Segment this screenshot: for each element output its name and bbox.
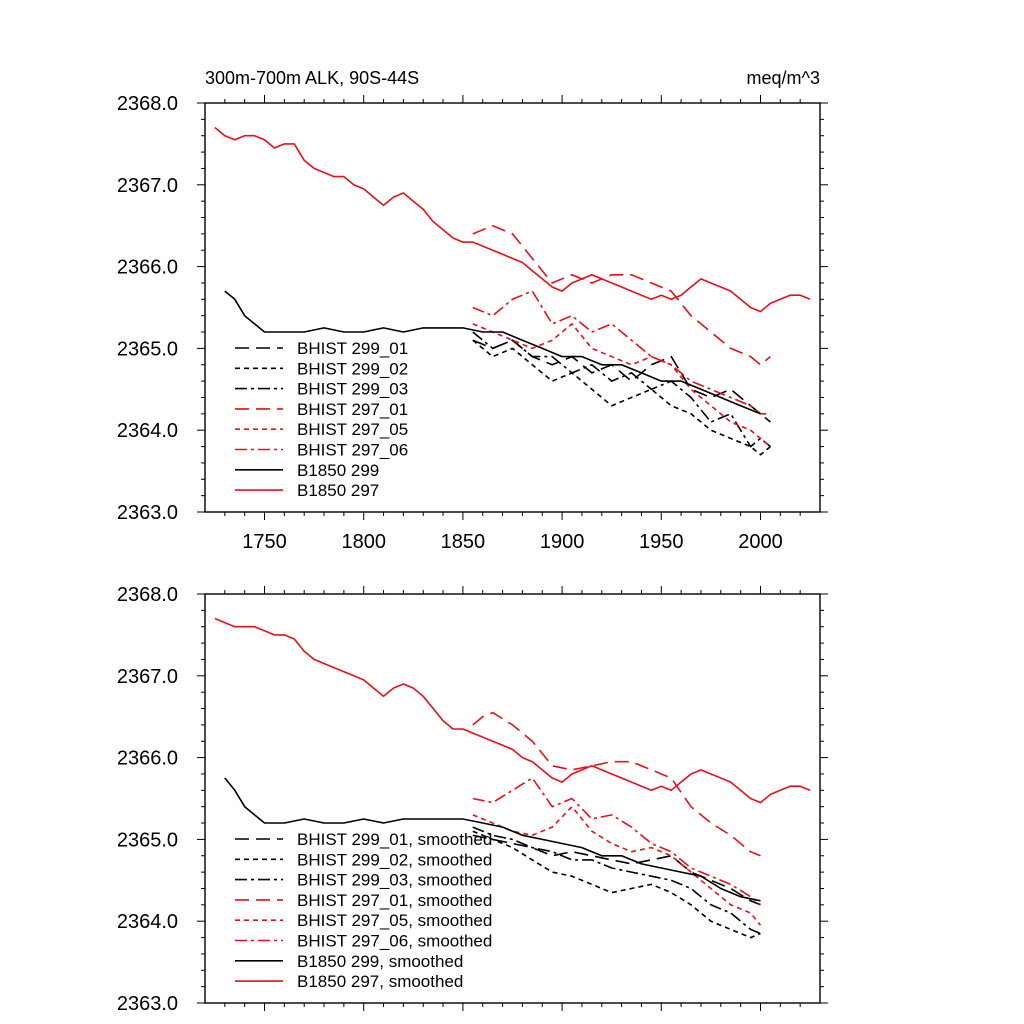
series-line-bhist-299-03	[472, 331, 771, 448]
legend-label: B1850 297	[297, 481, 379, 500]
legend-label: BHIST 299_01, smoothed	[297, 830, 492, 849]
series-line-bhist-299-01	[472, 339, 771, 423]
x-tick-label: 1900	[540, 531, 585, 553]
y-tick-label: 2366.0	[117, 748, 178, 770]
x-tick-label: 1950	[639, 531, 684, 553]
series-line-bhist-297-05	[472, 323, 771, 448]
series-line-bhist-297-01-smoothed	[472, 711, 761, 857]
x-tick-label: 1800	[341, 531, 386, 553]
legend-label: BHIST 297_06	[297, 441, 408, 460]
bottom-panel: 2363.0 2364.0 2365.0 2366.0 2367.0 2368.0 BHIS…	[117, 584, 828, 1015]
legend-label: B1850 299, smoothed	[297, 952, 463, 971]
series-line-bhist-299-03-smoothed	[472, 826, 761, 935]
legend-label: BHIST 297_05, smoothed	[297, 911, 492, 930]
series-line-b1850-297-smoothed	[214, 617, 811, 804]
legend-label: B1850 297, smoothed	[297, 972, 463, 991]
y-tick-label: 2365.0	[117, 829, 178, 851]
series-line-b1850-299	[224, 290, 761, 415]
plot-frame	[204, 102, 821, 513]
y-tick-label: 2363.0	[117, 502, 178, 524]
y-tick-label: 2367.0	[117, 175, 178, 197]
legend-label: B1850 299	[297, 461, 379, 480]
x-tick-label: 1850	[441, 531, 486, 553]
legend-label: BHIST 297_05	[297, 420, 408, 439]
legend-label: BHIST 297_01, smoothed	[297, 891, 492, 910]
series-line-bhist-297-06-smoothed	[472, 777, 762, 906]
plot-frame	[204, 593, 821, 1004]
y-tick-label: 2364.0	[117, 911, 178, 933]
x-tick-label: 2000	[738, 531, 783, 553]
chart-units: meq/m^3	[747, 68, 820, 88]
series-line-b1850-297	[214, 126, 811, 313]
legend-label: BHIST 297_01	[297, 400, 408, 419]
y-tick-label: 2368.0	[117, 584, 178, 606]
legend-label: BHIST 299_03	[297, 380, 408, 399]
y-tick-label: 2366.0	[117, 257, 178, 279]
series-line-bhist-297-06	[472, 290, 771, 415]
legend-label: BHIST 299_01	[297, 339, 408, 358]
y-tick-label: 2365.0	[117, 338, 178, 360]
series-group	[214, 126, 811, 456]
y-tick-label: 2364.0	[117, 420, 178, 442]
top-panel: 1750 1800 1850 1900 1950 2000 2363.0 2364.0 2365…	[117, 93, 828, 553]
series-line-bhist-299-02-smoothed	[472, 830, 761, 939]
legend-label: BHIST 299_03, smoothed	[297, 871, 492, 890]
legend-label: BHIST 299_02, smoothed	[297, 850, 492, 869]
series-group	[214, 617, 811, 939]
legend-label: BHIST 299_02	[297, 359, 408, 378]
chart-title: 300m-700m ALK, 90S-44S	[205, 68, 419, 88]
series-line-b1850-299-smoothed	[224, 777, 761, 902]
y-tick-label: 2368.0	[117, 93, 178, 115]
x-tick-label: 1750	[242, 531, 287, 553]
series-line-bhist-299-01-smoothed	[472, 834, 761, 906]
series-line-bhist-299-02	[472, 339, 771, 456]
y-tick-label: 2363.0	[117, 993, 178, 1015]
y-tick-label: 2367.0	[117, 666, 178, 688]
legend-label: BHIST 297_06, smoothed	[297, 932, 492, 951]
series-line-bhist-297-01	[472, 224, 771, 366]
